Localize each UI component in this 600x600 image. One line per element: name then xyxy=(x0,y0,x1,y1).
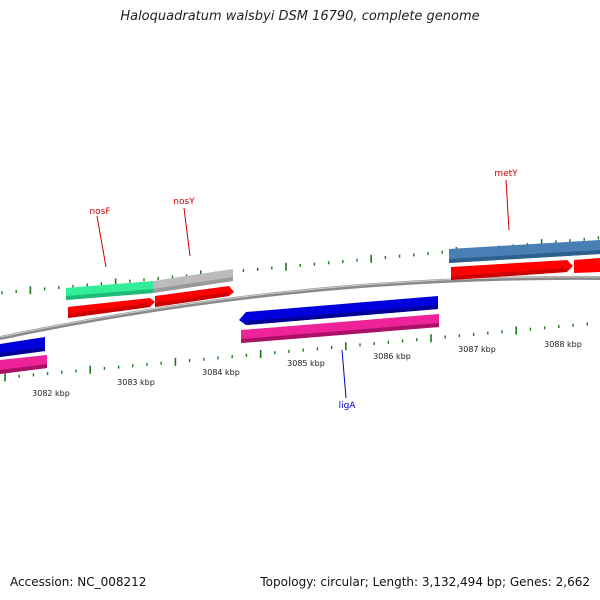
ruler-label-3085: 3085 kbp xyxy=(287,359,325,368)
gene-metY-feature[interactable] xyxy=(449,240,600,263)
ruler-label-3087: 3087 kbp xyxy=(458,345,496,354)
label-line-metY xyxy=(505,179,510,231)
gene-ligA-pink[interactable] xyxy=(241,314,439,343)
cds-right-edge[interactable] xyxy=(574,258,600,273)
gene-label-nosF[interactable]: nosF xyxy=(89,207,110,217)
label-line-ligA xyxy=(341,349,347,399)
ruler-label-3082: 3082 kbp xyxy=(32,389,70,398)
ruler-label-3084: 3084 kbp xyxy=(202,368,240,377)
ruler-label-3086: 3086 kbp xyxy=(373,352,411,361)
cds-metY[interactable] xyxy=(451,260,573,280)
gene-label-ligA[interactable]: ligA xyxy=(339,401,357,411)
label-line-nosF xyxy=(96,215,107,268)
topology-text: Topology: circular; Length: 3,132,494 bp… xyxy=(260,575,590,589)
gene-label-metY[interactable]: metY xyxy=(494,169,518,179)
cds-nosF[interactable] xyxy=(68,298,155,318)
ticks-lower xyxy=(4,322,588,382)
gene-nosY-feature[interactable] xyxy=(153,269,233,293)
genome-backbone-highlight xyxy=(0,276,600,338)
map-title: Haloquadratum walsbyi DSM 16790, complet… xyxy=(120,9,480,24)
label-line-nosY xyxy=(183,207,191,257)
gene-ligA-feature[interactable] xyxy=(239,296,438,325)
ruler-label-3088: 3088 kbp xyxy=(544,340,582,349)
gene-nosF-feature[interactable] xyxy=(66,281,153,300)
genome-backbone xyxy=(0,275,600,340)
cds-nosY[interactable] xyxy=(155,286,234,307)
gene-left-blue[interactable] xyxy=(0,337,45,357)
gene-label-nosY[interactable]: nosY xyxy=(173,197,195,207)
gene-left-pink[interactable] xyxy=(0,355,47,374)
ruler-label-3083: 3083 kbp xyxy=(117,378,155,387)
accession-text: Accession: NC_008212 xyxy=(10,575,147,589)
